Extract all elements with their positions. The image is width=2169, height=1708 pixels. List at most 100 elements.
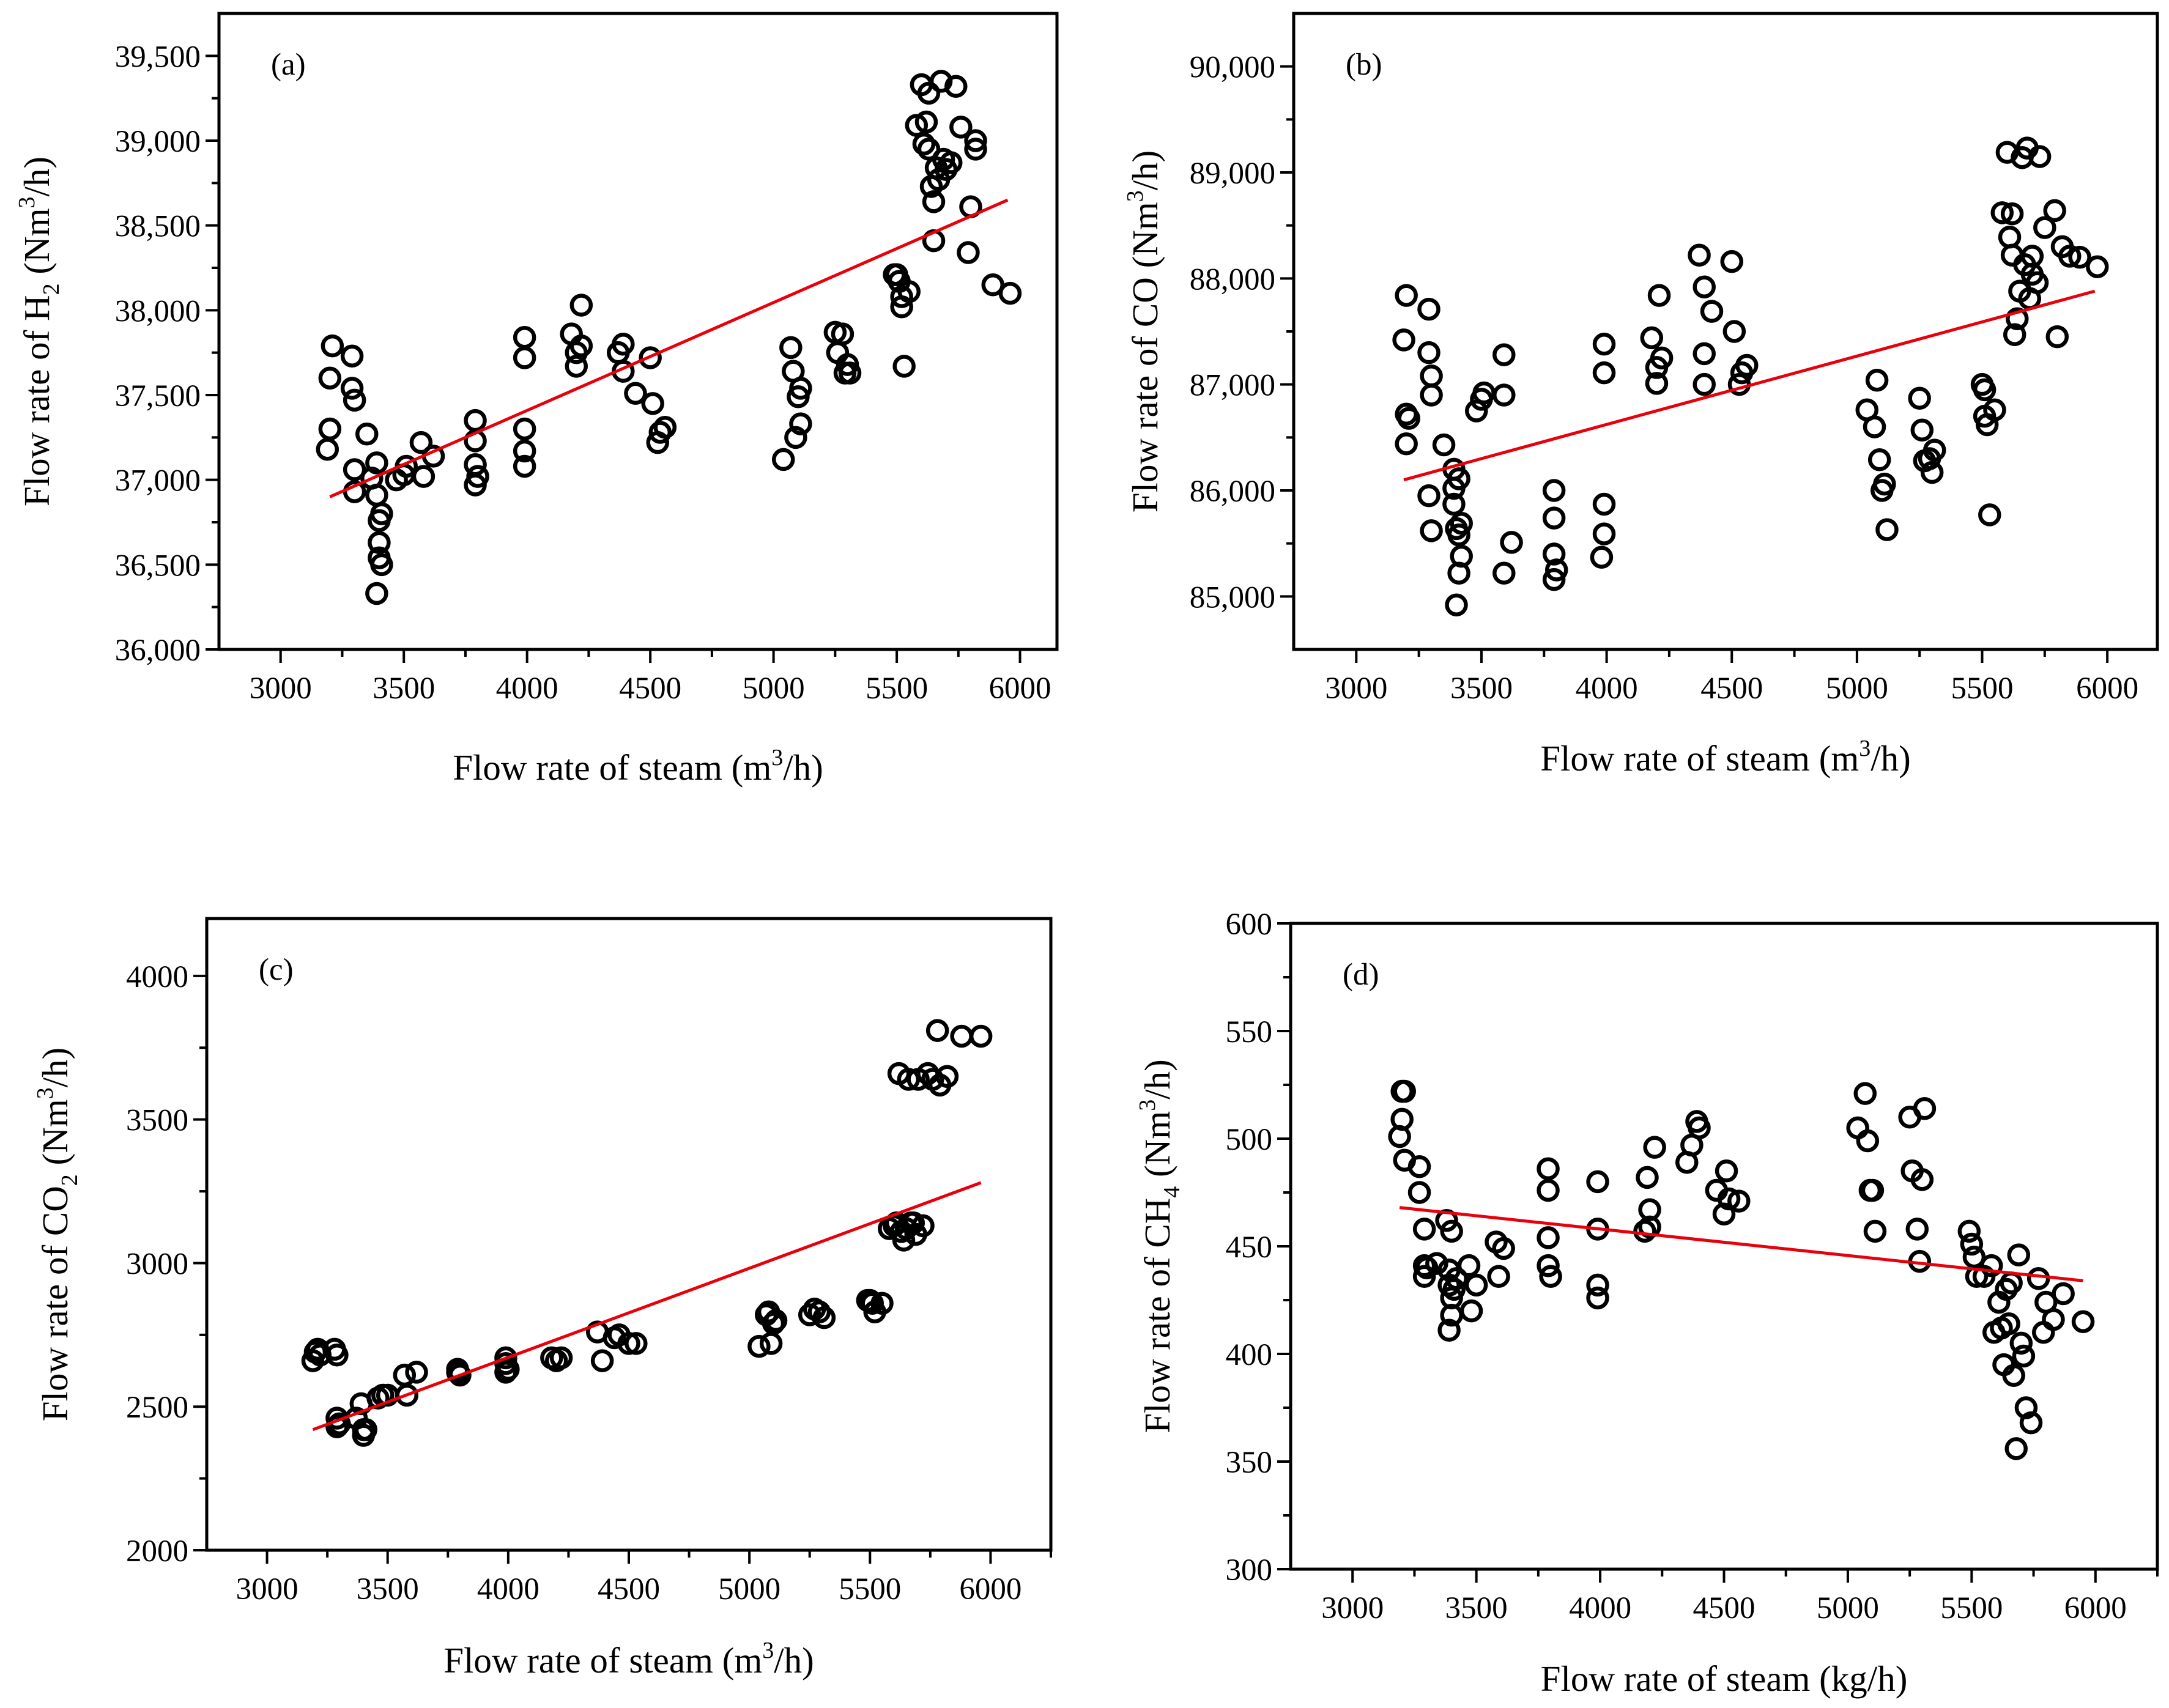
- data-point-d: [1537, 1254, 1560, 1277]
- x-axis-title-c: Flow rate of steam (m3/h): [443, 1638, 814, 1680]
- data-point-c: [969, 1024, 993, 1048]
- data-point-d: [2014, 1396, 2038, 1419]
- data-point-b: [1592, 522, 1616, 545]
- data-point-a: [917, 138, 941, 161]
- data-point-c: [870, 1292, 894, 1315]
- x-tick-label-c: 3500: [357, 1572, 419, 1606]
- x-tick-label-c: 5500: [839, 1572, 901, 1606]
- x-tick-label-d: 3000: [1321, 1591, 1384, 1625]
- data-point-c: [354, 1418, 377, 1441]
- data-point-b: [1875, 518, 1899, 541]
- data-point-a: [831, 322, 855, 346]
- data-point-d: [1492, 1237, 1515, 1260]
- fit-line-d: [1399, 1206, 2083, 1282]
- data-point-d: [1445, 1267, 1469, 1290]
- x-tick-label-b: 4000: [1576, 671, 1638, 706]
- data-point-b: [1998, 225, 2022, 249]
- data-point-b: [1873, 472, 1896, 496]
- data-point-b: [2058, 245, 2082, 268]
- x-tick-label-c: 5000: [718, 1572, 780, 1606]
- data-point-b: [1492, 343, 1516, 366]
- data-point-b: [2043, 199, 2066, 223]
- panel-label-c: (c): [259, 953, 294, 987]
- data-point-a: [914, 110, 938, 134]
- data-point-b: [1973, 378, 1997, 402]
- data-point-a: [412, 465, 436, 488]
- y-tick-label-a: 38,500: [115, 210, 201, 244]
- x-tick-label-d: 4000: [1569, 1591, 1631, 1625]
- y-tick-label-d: 300: [1226, 1553, 1273, 1588]
- data-point-b: [1397, 407, 1421, 430]
- data-point-a: [340, 377, 364, 400]
- data-point-b: [1735, 353, 1759, 377]
- data-point-a: [912, 132, 936, 156]
- data-point-d: [1412, 1218, 1436, 1241]
- x-tick-label-b: 6000: [2076, 671, 2138, 706]
- data-point-b: [2003, 323, 2026, 346]
- data-point-b: [1983, 398, 2006, 422]
- data-point-c: [925, 1019, 949, 1042]
- x-tick-label-c: 4000: [477, 1572, 539, 1606]
- x-tick-label-a: 5000: [743, 671, 805, 706]
- data-point-d: [1905, 1218, 1929, 1241]
- data-point-d: [1457, 1254, 1481, 1277]
- data-point-a: [771, 448, 795, 471]
- data-point-b: [1592, 361, 1616, 385]
- data-point-b: [1542, 542, 1566, 566]
- x-tick-label-c: 3000: [236, 1572, 298, 1606]
- data-point-a: [365, 451, 388, 475]
- data-point-d: [2004, 1437, 2028, 1460]
- y-tick-label-d: 500: [1226, 1123, 1273, 1157]
- data-point-b: [1542, 506, 1566, 530]
- x-tick-label-b: 3500: [1450, 671, 1513, 706]
- data-point-d: [1957, 1219, 1981, 1243]
- data-point-a: [370, 502, 393, 525]
- data-point-b: [1492, 561, 1516, 585]
- data-point-a: [639, 346, 662, 369]
- data-point-d: [1586, 1170, 1609, 1194]
- data-point-d: [1435, 1209, 1458, 1232]
- data-point-a: [565, 355, 588, 378]
- data-point-a: [340, 344, 364, 368]
- data-point-d: [1425, 1252, 1448, 1275]
- data-point-a: [513, 439, 536, 463]
- data-point-d: [1437, 1318, 1461, 1342]
- x-axis-title-b: Flow rate of steam (m3/h): [1540, 736, 1911, 778]
- y-tick-label-c: 3000: [126, 1247, 188, 1281]
- x-tick-label-d: 5500: [1940, 1591, 2003, 1625]
- data-point-b: [1417, 341, 1440, 364]
- chart-panel-c: 3000 3500 4000 4500 5000 5500 6000 2000 2500 3000…: [32, 917, 1053, 1680]
- data-point-d: [1633, 1219, 1656, 1243]
- data-point-c: [764, 1309, 788, 1333]
- data-point-b: [1392, 328, 1415, 352]
- data-point-d: [1913, 1096, 1937, 1120]
- data-point-d: [1853, 1082, 1877, 1105]
- y-tick-label-d: 450: [1226, 1230, 1273, 1265]
- data-point-a: [513, 346, 536, 369]
- data-point-a: [343, 388, 366, 412]
- data-point-c: [590, 1349, 614, 1372]
- x-tick-label-a: 3000: [250, 671, 312, 706]
- data-point-a: [944, 75, 968, 98]
- data-point-b: [1867, 448, 1891, 471]
- x-tick-label-b: 3000: [1325, 671, 1387, 706]
- data-point-a: [466, 465, 489, 488]
- y-tick-label-c: 3500: [126, 1104, 188, 1138]
- data-point-a: [892, 355, 916, 378]
- panel-label-a: (a): [271, 48, 306, 82]
- data-point-a: [838, 361, 862, 385]
- data-point-a: [409, 431, 433, 454]
- data-point-b: [2045, 325, 2069, 349]
- data-point-b: [1442, 492, 1466, 516]
- x-tick-label-a: 4500: [619, 671, 681, 706]
- data-point-c: [497, 1358, 520, 1381]
- data-point-d: [1717, 1187, 1741, 1211]
- data-point-d: [1688, 1116, 1711, 1140]
- x-tick-label-a: 4000: [496, 671, 558, 706]
- chart-panel-b: 3000 3500 4000 4500 5000 5500 6000 85,000 86,000…: [1122, 12, 2159, 778]
- data-point-c: [448, 1363, 472, 1387]
- x-tick-label-d: 3500: [1445, 1591, 1508, 1625]
- data-point-d: [1586, 1273, 1609, 1297]
- data-point-b: [1700, 300, 1724, 323]
